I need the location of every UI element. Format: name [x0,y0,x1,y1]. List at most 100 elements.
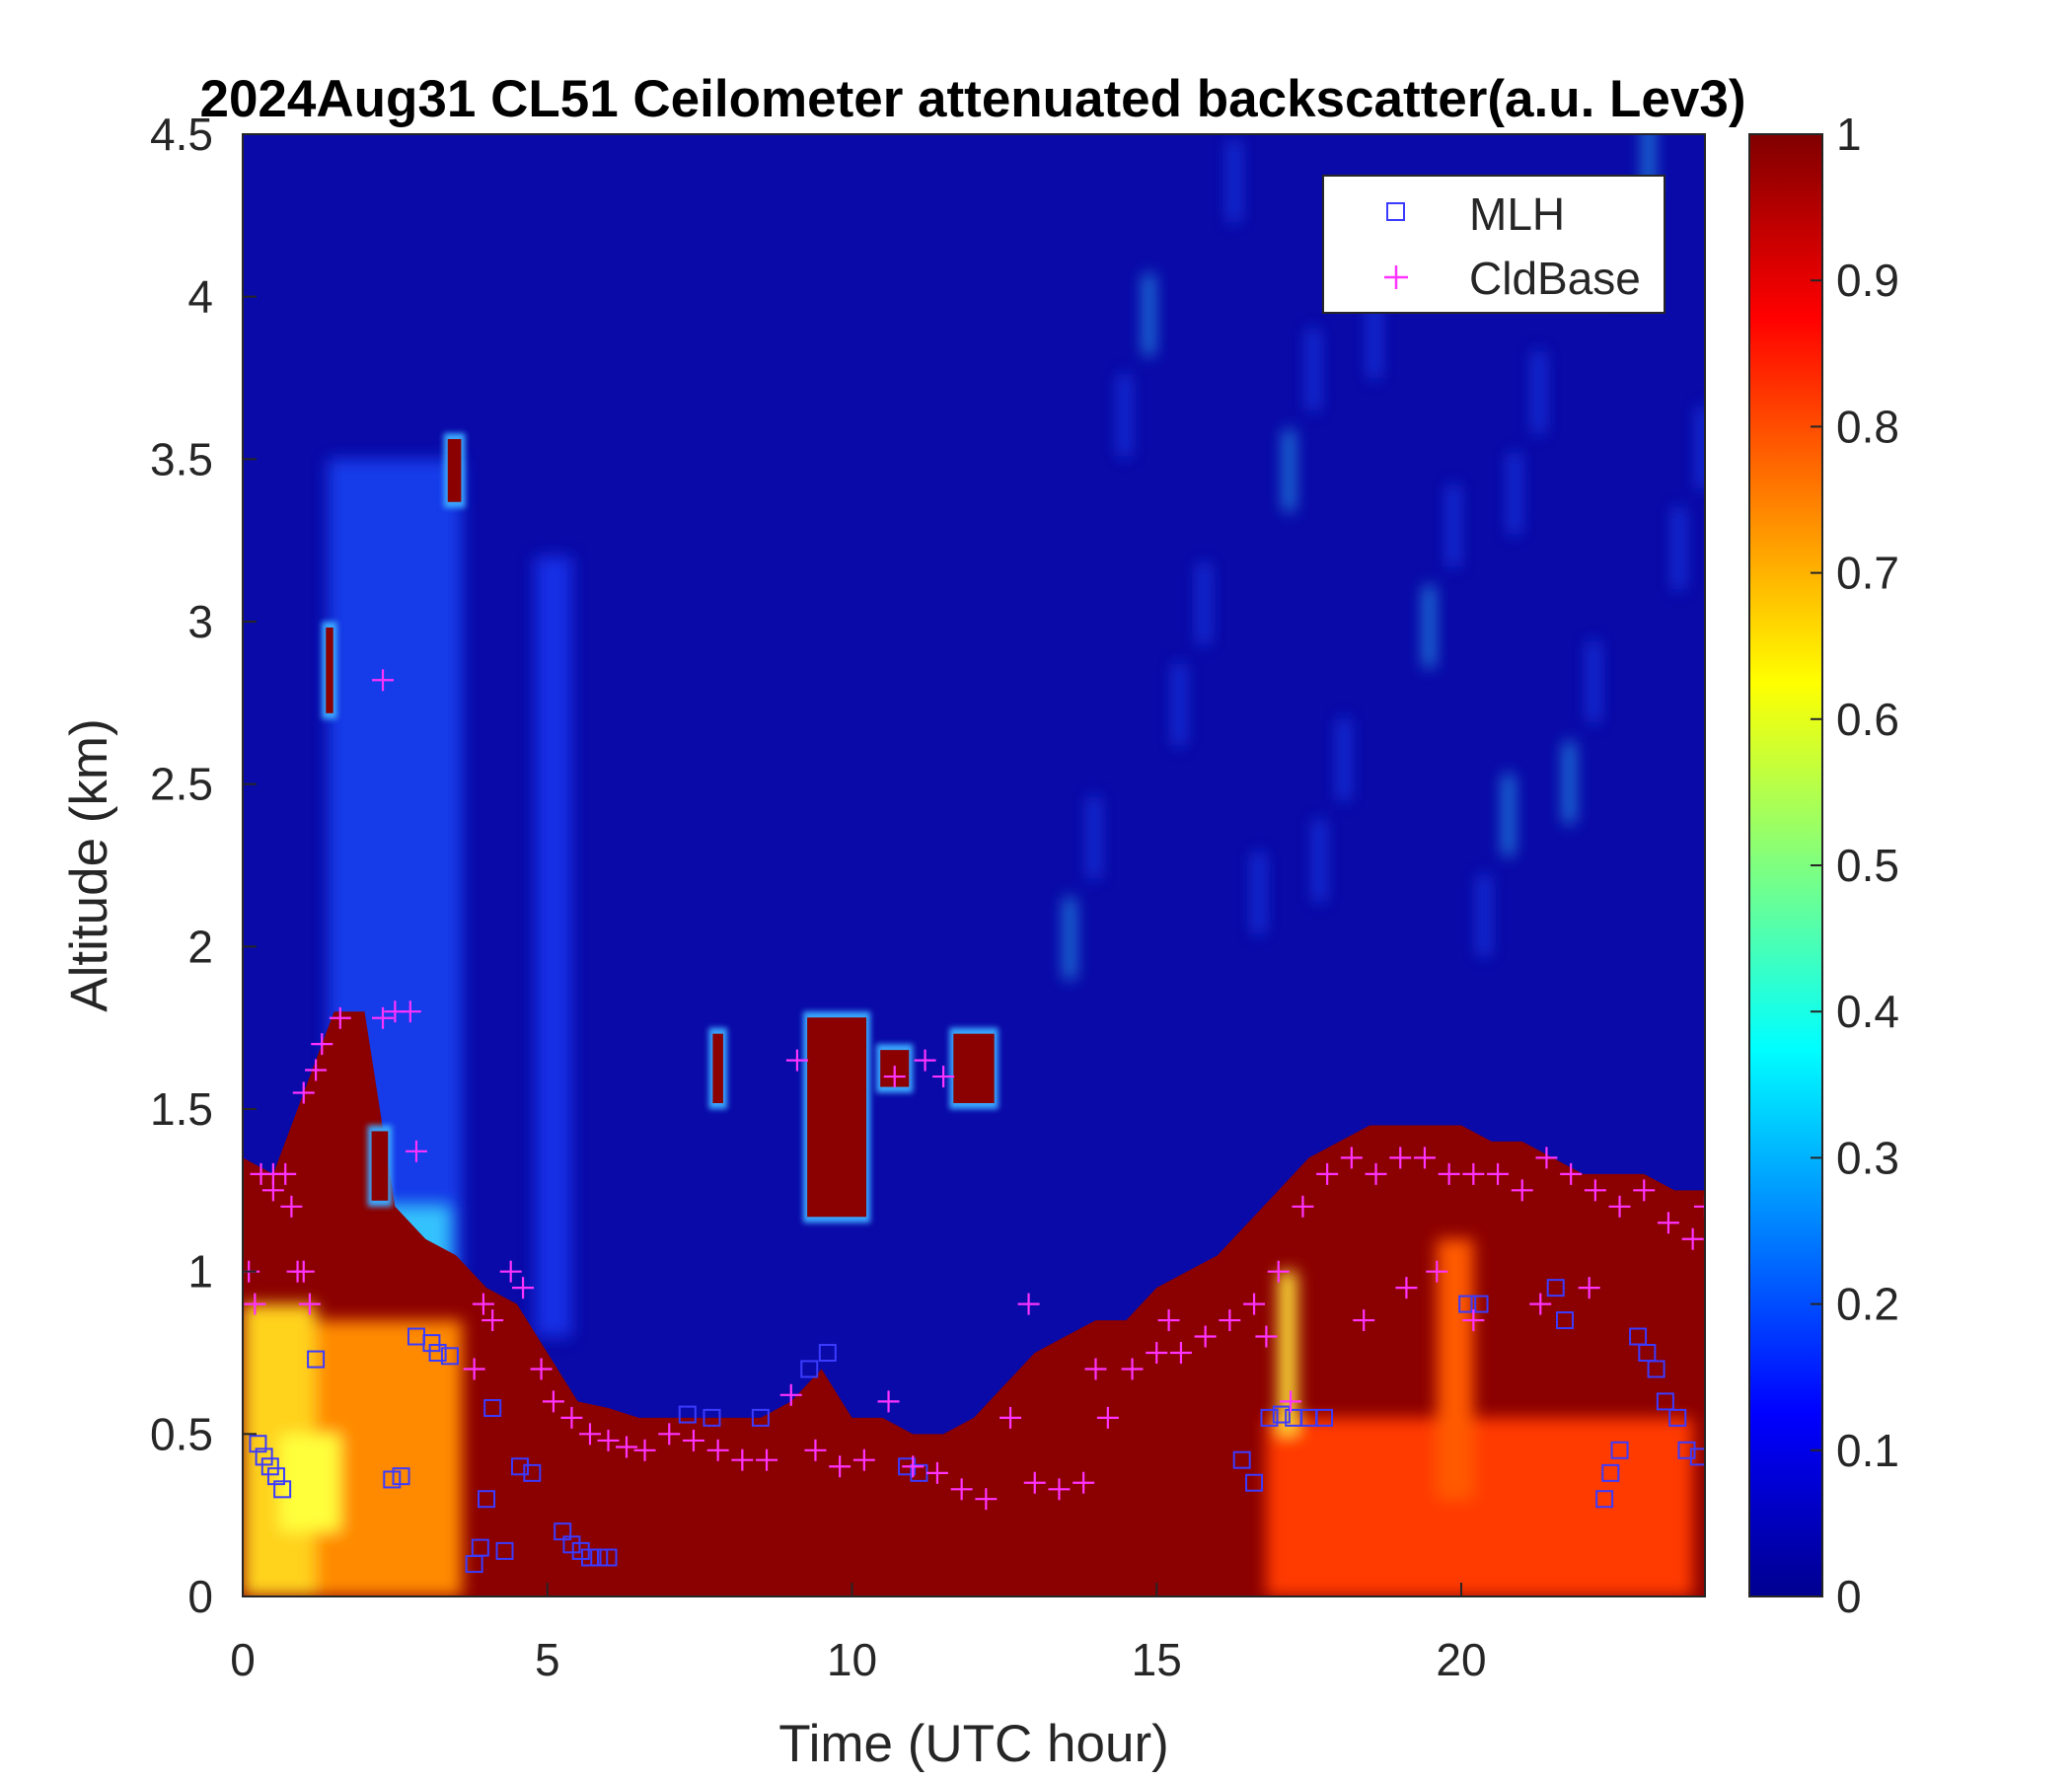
cldbase-point [1340,1147,1363,1169]
cldbase-point [1048,1478,1071,1501]
mlh-point [751,1408,770,1427]
cldbase-point [1529,1293,1552,1315]
mlh-point [1647,1360,1665,1378]
cldbase-point [399,1001,421,1023]
y-tick-label: 2 [187,921,213,972]
heatmap-wisp [1284,429,1294,512]
cldbase-point [560,1406,583,1429]
cldbase-point [1280,1390,1302,1413]
mlh-point [383,1470,402,1489]
legend-cldbase-marker [1384,265,1408,289]
mlh-point [1638,1344,1657,1362]
mlh-point [1260,1408,1279,1427]
colorbar-tick-label: 1 [1836,109,1862,160]
heatmap-warm-region [1278,1271,1297,1435]
heatmap-cloud-core [326,628,333,713]
cldbase-point [902,1455,925,1478]
mlh-point [510,1457,529,1476]
heatmap-wisp [1589,640,1598,723]
heatmap-cloud-core [953,1033,995,1103]
mlh-point [1595,1490,1614,1509]
colorbar-tick-label: 0 [1836,1571,1862,1622]
cldbase-point [883,1066,906,1088]
cldbase-point [305,1059,328,1081]
x-tick-label: 20 [1436,1634,1486,1685]
x-axis-label: Time (UTC hour) [778,1715,1169,1773]
heatmap-cloud-patch [803,1011,871,1224]
heatmap-wisp [1339,718,1349,801]
cldbase-point [405,1140,427,1162]
cldbase-point [1121,1358,1144,1380]
legend-cldbase-label: CldBase [1469,253,1641,304]
heatmap-cloud-core [807,1017,867,1218]
mlh-point [483,1398,502,1417]
heatmap-wisp [1564,741,1574,824]
cldbase-point [329,1006,351,1029]
cldbase-point [1633,1179,1656,1202]
mlh-point [471,1538,489,1557]
cldbase-point [292,1260,315,1283]
mlh-point [1610,1441,1629,1459]
mlh-point [599,1548,618,1567]
heatmap-warm-region [1437,1238,1474,1500]
heatmap-wisp [1644,134,1654,199]
mlh-point [1458,1295,1477,1313]
cldbase-point [597,1429,620,1451]
cldbase-point [1389,1147,1412,1169]
cldbase-point [1267,1260,1290,1283]
plot-frame [242,133,1706,1597]
cldbase-point [1608,1195,1631,1218]
y-tick-label: 3.5 [150,433,213,484]
cldbase-point [975,1488,998,1511]
heatmap-wisp [1174,663,1184,746]
cldbase-point [1219,1309,1241,1332]
colorbar-tick-label: 0.7 [1836,548,1899,599]
heatmap-wisp [1479,874,1489,957]
mlh-point [478,1490,495,1509]
cldbase-point [372,1006,395,1029]
cldbase-point [472,1293,494,1315]
mlh-point [266,1467,285,1486]
mlh-point [255,1447,273,1466]
mlh-point [307,1350,326,1369]
heatmap-wisp [1144,273,1153,355]
mlh-point [495,1541,514,1560]
heatmap-cloud-core [712,1033,723,1103]
colorbar-tick-label: 0.5 [1836,840,1899,891]
mlh-point [523,1463,542,1482]
colorbar-tick-label: 0.2 [1836,1279,1899,1330]
y-tick-label: 0 [187,1571,213,1622]
y-tick-label: 2.5 [150,759,213,810]
heatmap-haze-column [535,557,572,1337]
heatmap-cloud-patch [322,622,337,719]
heatmap-wisp [1314,819,1324,902]
cldbase-point [1462,1162,1485,1185]
cldbase-point [1560,1162,1583,1185]
series-cldbase [243,669,1705,1511]
heatmap-wisp [1254,852,1264,934]
legend-box [1322,175,1665,314]
x-tick-label: 5 [535,1634,560,1685]
mlh-point [580,1548,599,1567]
cldbase-point [1657,1212,1679,1234]
cldbase-point [785,1049,808,1072]
x-axis: 0 5 10 15 20 [230,1583,1487,1685]
mlh-point [428,1344,447,1362]
heatmap-wisp [1369,296,1379,378]
mlh-point [703,1408,721,1427]
cldbase-point [1073,1471,1095,1494]
cldbase-point [852,1448,875,1471]
cldbase-point [1255,1325,1278,1348]
cldbase-point [463,1358,485,1380]
heatmap-wisp [1199,562,1209,645]
y-tick-label: 4.5 [150,109,213,160]
legend-mlh-marker [1386,202,1405,221]
colorbar-tick-label: 0.8 [1836,401,1899,452]
cldbase-point [1353,1309,1375,1332]
mlh-point [1272,1405,1291,1424]
heatmap-wisp [1089,796,1099,879]
y-axis-label: Altitude (km) [60,718,118,1011]
cldbase-point [1017,1293,1040,1315]
heatmap-cloud-patch [443,432,466,508]
y-tick-label: 1.5 [150,1083,213,1135]
